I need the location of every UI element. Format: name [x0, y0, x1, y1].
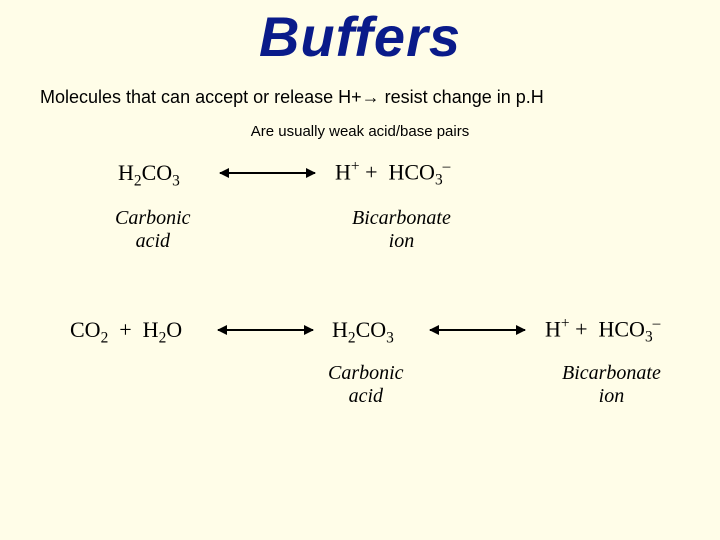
- chemistry-diagram: H2CO3 H+ + HCO3– Carbonicacid Bicarbonat…: [0, 152, 720, 502]
- eq2-label2: Carbonicacid: [328, 362, 404, 408]
- eq2-arrow2: [430, 329, 525, 331]
- eq1-arrow: [220, 172, 315, 174]
- eq2-arrow1: [218, 329, 313, 331]
- definition-text: Molecules that can accept or release H+→…: [40, 85, 680, 109]
- eq1-right-label: Bicarbonateion: [352, 207, 451, 253]
- eq2-term2-formula: H2CO3: [332, 317, 394, 347]
- eq1-left-formula: H2CO3: [118, 160, 180, 190]
- eq2-label3: Bicarbonateion: [562, 362, 661, 408]
- eq1-left-label: Carbonicacid: [115, 207, 191, 253]
- eq2-term3-formula: H+ + HCO3–: [545, 315, 660, 347]
- eq1-right-formula: H+ + HCO3–: [335, 158, 450, 190]
- subtitle-text: Are usually weak acid/base pairs: [0, 123, 720, 140]
- eq2-term1-formula: CO2 + H2O: [70, 317, 182, 347]
- page-title: Buffers: [0, 0, 720, 69]
